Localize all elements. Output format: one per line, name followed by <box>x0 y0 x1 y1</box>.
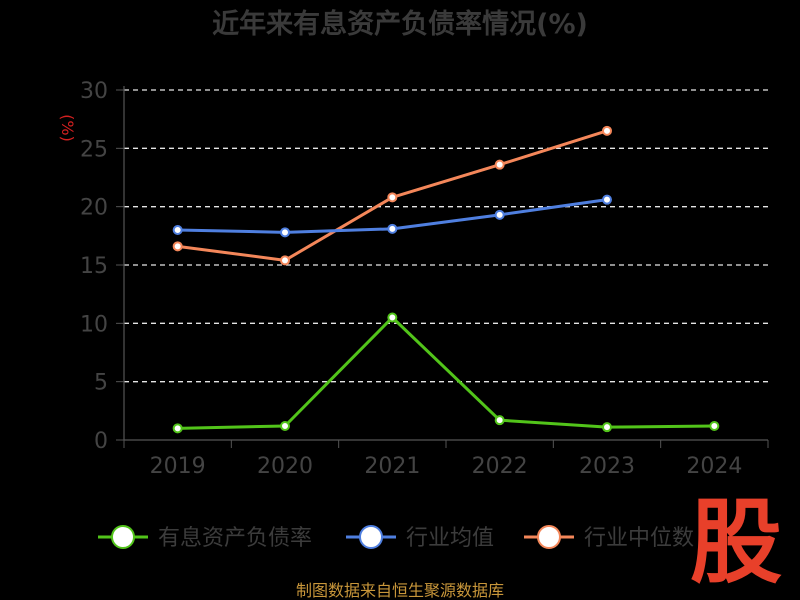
legend-marker-0 <box>111 525 135 549</box>
data-point-0-2023 <box>602 422 612 433</box>
data-point-0-2024 <box>709 421 720 431</box>
data-point-1-2021 <box>387 223 398 234</box>
y-axis-unit-label: (%) <box>58 114 77 142</box>
legend-marker-2 <box>537 525 561 549</box>
series-1 <box>172 194 612 238</box>
axes <box>123 86 768 441</box>
chart-title: 近年来有息资产负债率情况(%) <box>212 8 588 40</box>
gridlines <box>124 89 768 383</box>
x-tick-label-2022: 2022 <box>472 454 528 479</box>
y-tick-label-15: 15 <box>80 254 108 279</box>
y-axis-ticks: 0 5 10 15 20 25 30 <box>80 79 124 454</box>
watermark-logo: 股 <box>690 489 782 596</box>
data-point-2-2022 <box>494 159 505 170</box>
y-tick-label-20: 20 <box>80 196 108 221</box>
data-point-2-2019 <box>172 241 183 252</box>
source-note: 制图数据来自恒生聚源数据库 <box>296 581 504 600</box>
legend-marker-1 <box>359 525 383 549</box>
data-point-2-2023 <box>602 125 612 136</box>
x-tick-label-2020: 2020 <box>257 454 313 479</box>
y-tick-label-0: 0 <box>94 429 108 454</box>
x-tick-label-2023: 2023 <box>579 454 635 479</box>
data-point-0-2022 <box>494 415 505 426</box>
legend-label-2: 行业中位数 <box>584 526 694 551</box>
series-layer <box>172 125 720 434</box>
series-0 <box>172 312 720 434</box>
legend-item-2: 行业中位数 <box>524 525 694 551</box>
x-tick-label-2024: 2024 <box>686 454 742 479</box>
series-line-0 <box>177 316 715 430</box>
legend-label-0: 有息资产负债率 <box>158 526 312 551</box>
y-tick-label-30: 30 <box>80 79 108 104</box>
legend-item-0: 有息资产负债率 <box>98 525 312 551</box>
x-tick-label-2019: 2019 <box>150 454 206 479</box>
y-tick-label-25: 25 <box>80 137 108 162</box>
y-tick-label-5: 5 <box>94 371 108 396</box>
data-point-1-2019 <box>172 225 183 235</box>
data-point-0-2019 <box>172 423 183 434</box>
legend-item-1: 行业均值 <box>346 525 494 551</box>
data-point-2-2020 <box>280 255 290 266</box>
data-point-0-2021 <box>387 312 398 323</box>
data-point-1-2023 <box>602 194 612 205</box>
x-axis-ticks: 2019 2020 2021 2022 2023 2024 <box>123 440 769 479</box>
series-2 <box>172 125 612 266</box>
legend-label-1: 行业均值 <box>406 526 494 551</box>
x-tick-label-2021: 2021 <box>364 454 420 479</box>
data-point-1-2020 <box>280 227 290 238</box>
data-point-0-2020 <box>280 421 290 431</box>
data-point-2-2021 <box>387 192 398 203</box>
legend: 有息资产负债率 行业均值 行业中位数 <box>98 525 694 551</box>
data-point-1-2022 <box>494 209 505 220</box>
y-tick-label-10: 10 <box>80 312 108 337</box>
